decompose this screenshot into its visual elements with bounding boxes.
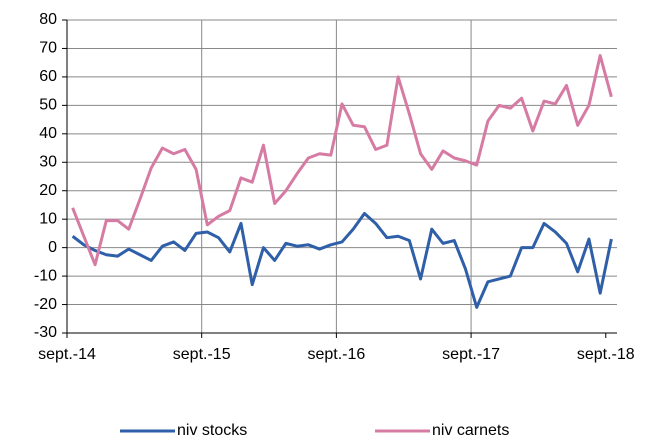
x-tick-label: sept.-18	[577, 346, 635, 363]
x-tick-label: sept.-14	[38, 346, 96, 363]
y-tick-label: -30	[34, 324, 57, 341]
y-tick-label: 30	[39, 153, 57, 170]
y-tick-label: -10	[34, 267, 57, 284]
x-tick-label: sept.-15	[173, 346, 231, 363]
legend-label: niv carnets	[432, 422, 509, 439]
series-line	[71, 54, 613, 267]
legend-label: niv stocks	[177, 422, 247, 439]
y-tick-label: 20	[39, 182, 57, 199]
series-line	[71, 211, 613, 309]
y-tick-label: 40	[39, 125, 57, 142]
x-tick-label: sept.-16	[307, 346, 365, 363]
x-tick-label: sept.-17	[442, 346, 500, 363]
y-tick-label: 80	[39, 11, 57, 28]
y-tick-label: 60	[39, 68, 57, 85]
y-tick-label: 70	[39, 40, 57, 57]
y-tick-label: 10	[39, 210, 57, 227]
y-tick-label: -20	[34, 296, 57, 313]
y-tick-label: 50	[39, 97, 57, 114]
y-tick-label: 0	[48, 239, 57, 256]
